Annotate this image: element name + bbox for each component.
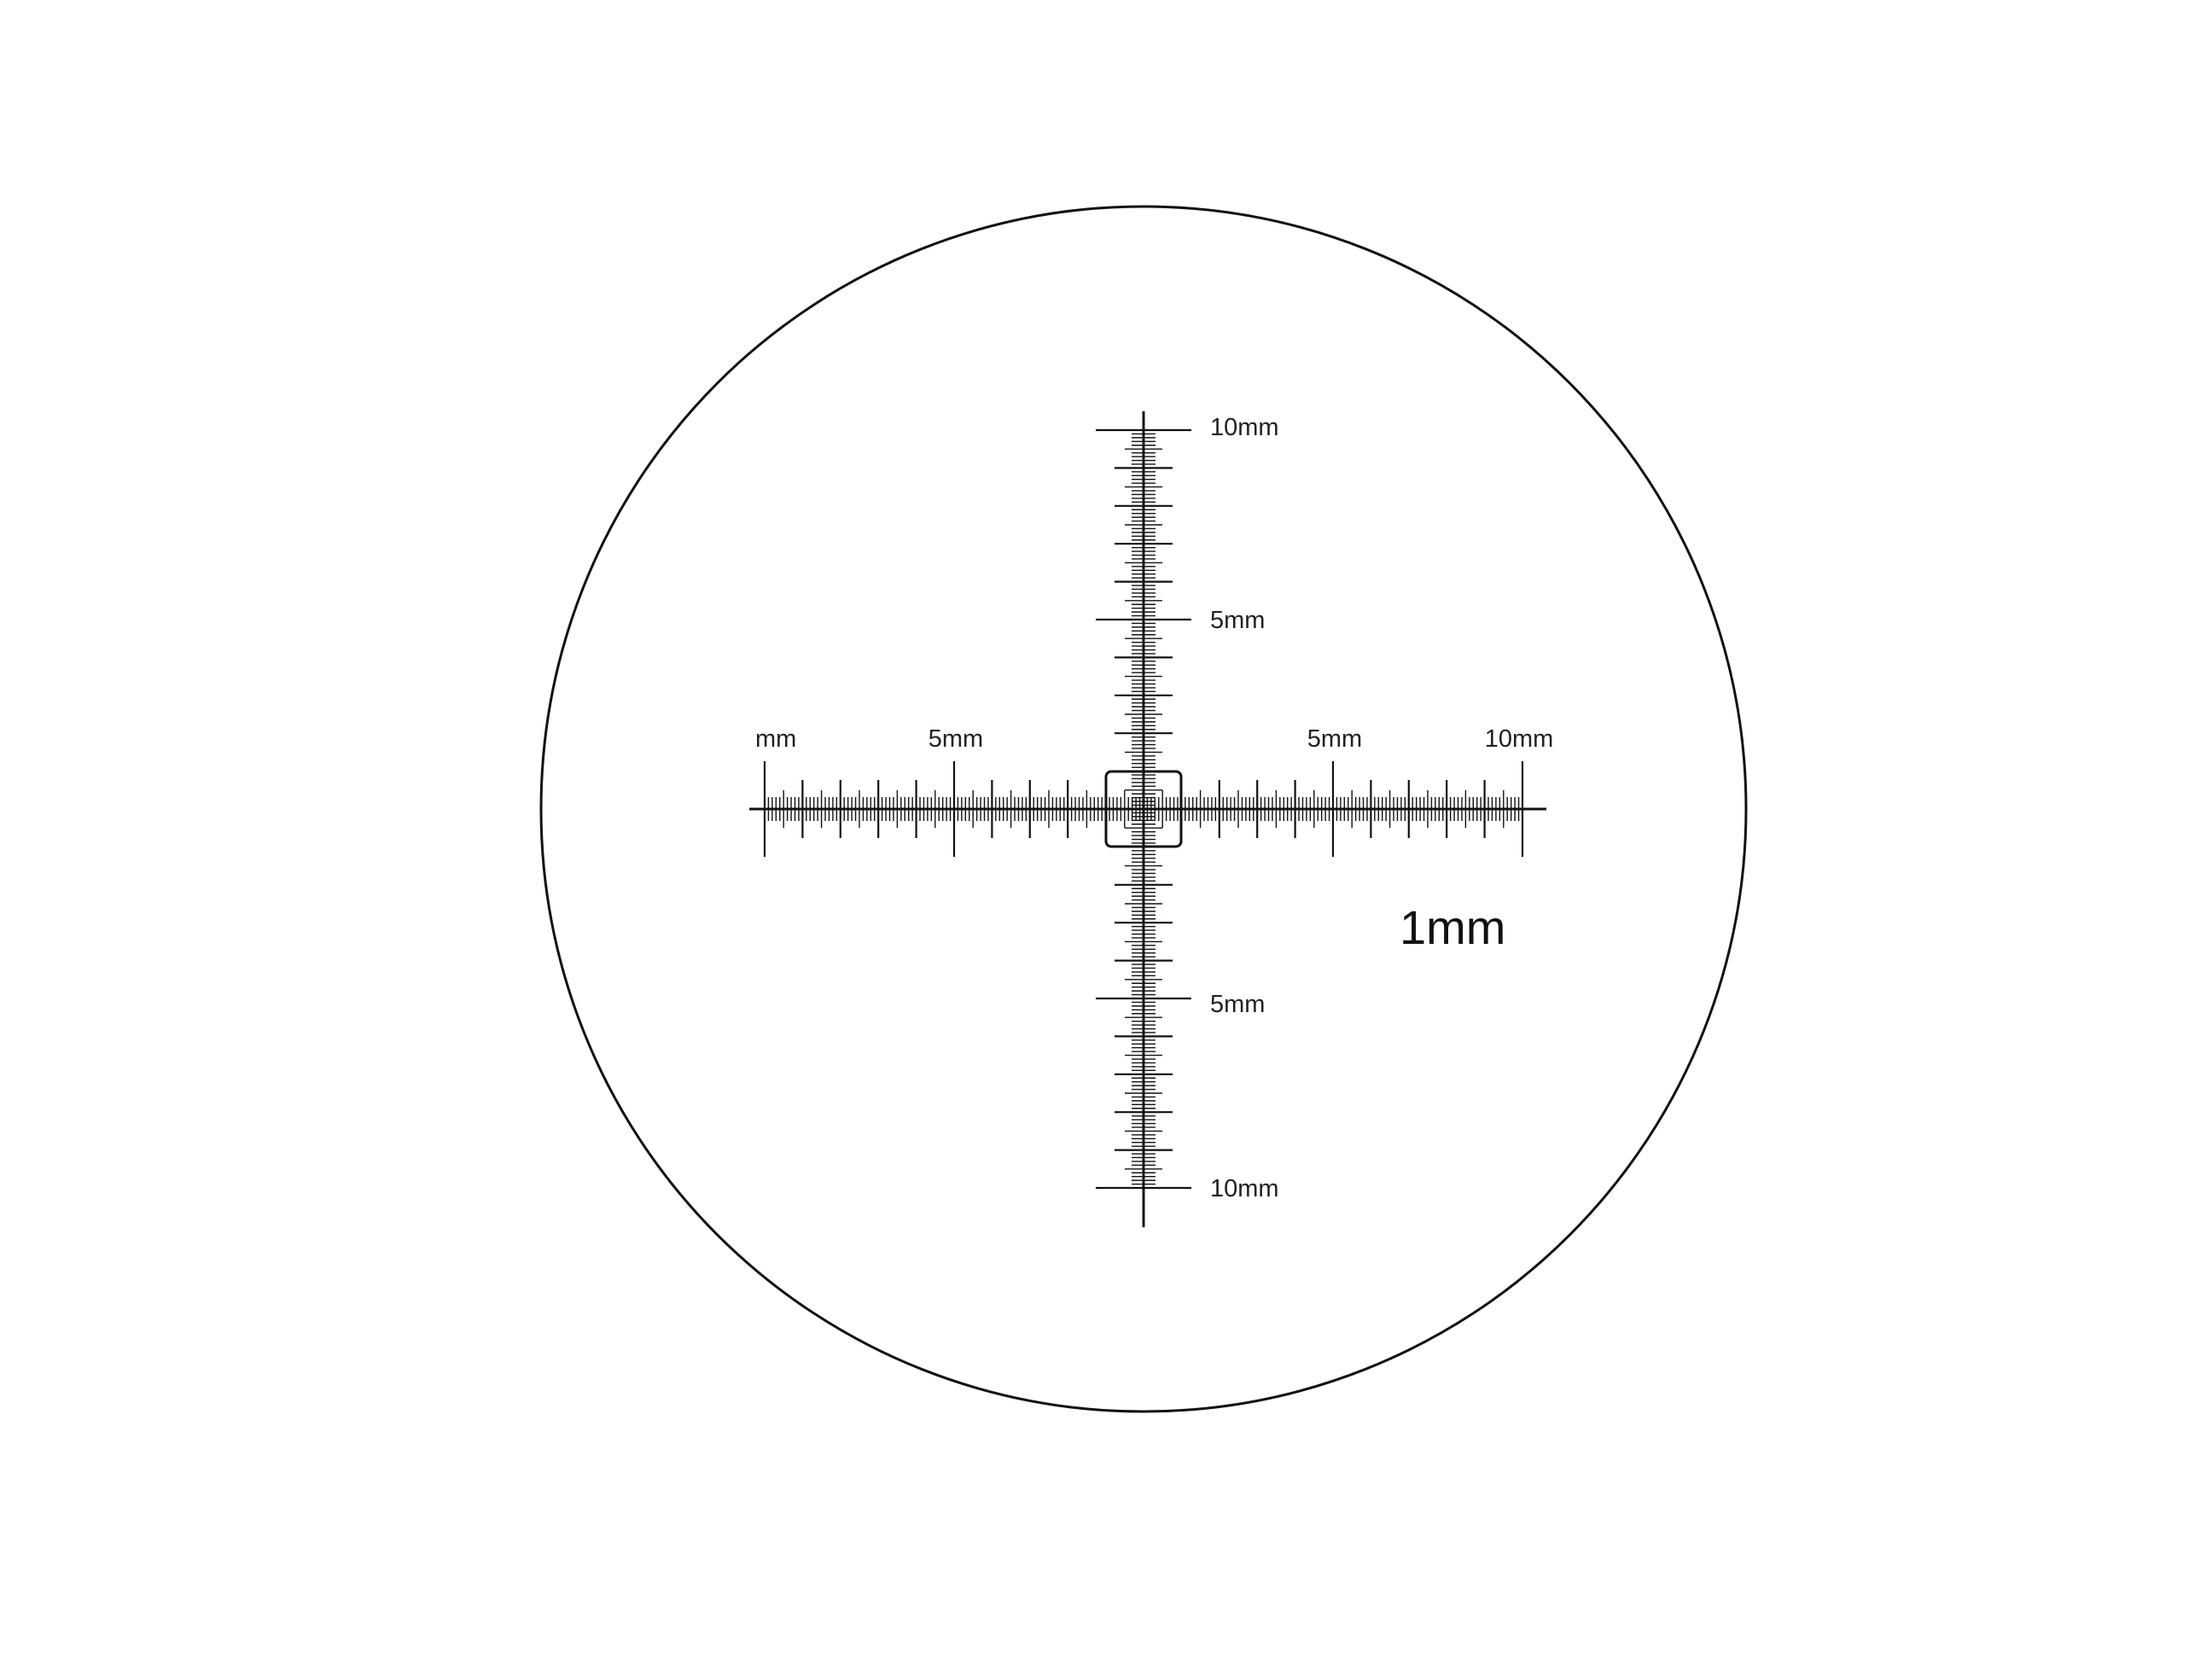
v-label-bottom-5mm: 5mm	[1210, 991, 1265, 1018]
h-label-right-5mm: 5mm	[1307, 725, 1362, 753]
h-label-left-10mm: mm	[755, 725, 796, 753]
v-label-bottom-10mm: 10mm	[1210, 1175, 1279, 1202]
h-label-right-10mm: 10mm	[1485, 725, 1554, 753]
center-square	[1104, 770, 1183, 848]
h-label-left-5mm: 5mm	[928, 725, 983, 753]
field-of-view-circle	[539, 205, 1748, 1413]
v-label-top-5mm: 5mm	[1210, 607, 1265, 634]
division-note: 1mm	[1400, 900, 1505, 954]
v-label-top-10mm: 10mm	[1210, 414, 1279, 441]
